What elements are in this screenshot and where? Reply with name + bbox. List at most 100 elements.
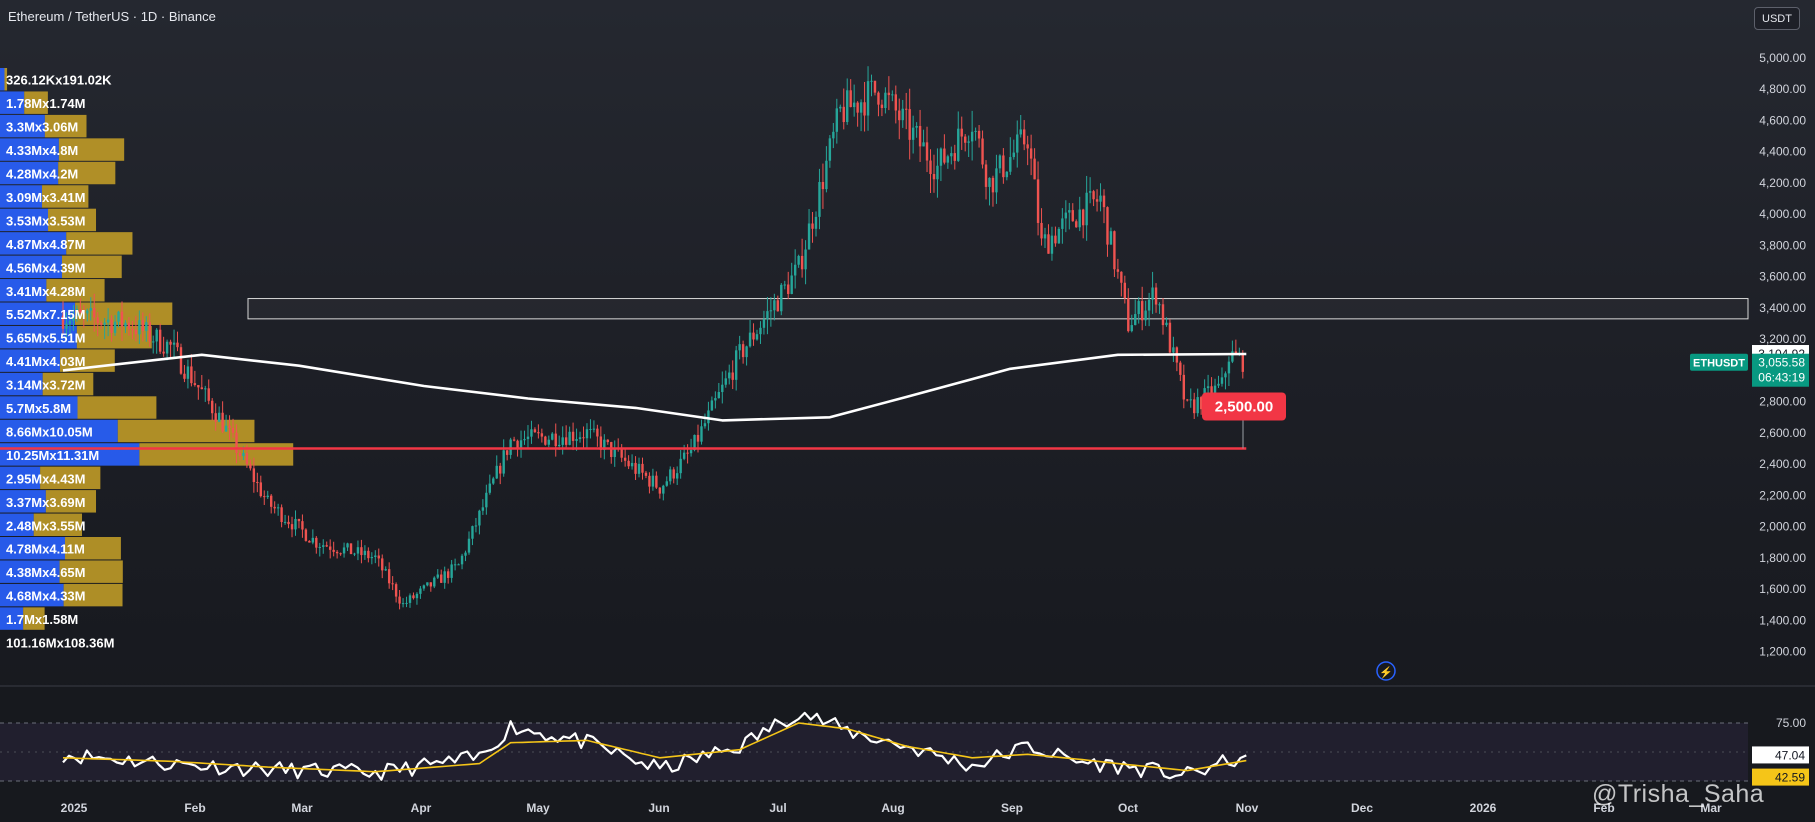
alert-circle [1376, 661, 1396, 681]
price-tick-label: 2,600.00 [1759, 426, 1806, 440]
candle-body [682, 452, 686, 459]
candle-body [1217, 383, 1220, 386]
last-price-label: 3,055.58 [1758, 356, 1805, 370]
candle-body [953, 153, 956, 161]
candle-body [1075, 221, 1078, 228]
candle-body [1012, 152, 1015, 158]
candle-body [75, 309, 79, 316]
candle-body [936, 165, 939, 180]
time-axis-label: 2025 [61, 801, 88, 815]
volume-profile-label: 8.66Mx10.05M [6, 424, 93, 439]
candle-body [467, 538, 471, 553]
volume-profile-sell-bar [23, 607, 45, 630]
candle-body [832, 131, 835, 139]
volume-profile-buy-bar [0, 68, 5, 91]
volume-profile-label: 4.68Mx4.33M [6, 589, 86, 604]
candle-body [1158, 304, 1161, 306]
candle-body [1095, 199, 1099, 202]
candle-body [863, 102, 866, 116]
rsi-value-tag [1752, 746, 1809, 764]
price-tick-label: 1,400.00 [1759, 613, 1806, 627]
candle-body [235, 432, 238, 453]
candle-body [1085, 192, 1088, 226]
symbol-label: ETHUSDT [1693, 358, 1745, 370]
candle-body [141, 320, 145, 331]
candle-body [287, 521, 290, 525]
candle-body [544, 436, 547, 445]
volume-profile-buy-bar [0, 161, 59, 185]
candle-body [221, 412, 224, 432]
candle-body [297, 518, 301, 522]
candle-body [1123, 282, 1127, 299]
time-axis-label: Feb [184, 801, 205, 815]
candle-body [1206, 386, 1210, 389]
time-axis-label: Jun [648, 801, 669, 815]
candle-body [238, 452, 242, 457]
candle-body [374, 555, 377, 557]
candle-body [217, 412, 221, 422]
candle-body [929, 160, 932, 175]
candle-body [620, 449, 623, 458]
currency-badge[interactable]: USDT [1754, 7, 1800, 30]
volume-profile-total: 101.16Mx108.36M [6, 636, 114, 651]
candle-body [249, 464, 252, 469]
rsi-line [62, 711, 1247, 781]
candle-body [884, 92, 887, 109]
candle-body [446, 571, 450, 578]
candle-body [478, 510, 481, 526]
candle-body [89, 308, 92, 311]
candle-body [641, 463, 644, 473]
time-axis-label: Mar [1700, 801, 1722, 815]
candle-body [856, 102, 859, 113]
candle-body [228, 425, 231, 428]
candle-body [339, 553, 342, 555]
candle-body [138, 320, 141, 335]
candle-body [516, 440, 519, 450]
candle-body [707, 410, 710, 424]
candle-body [790, 275, 793, 294]
volume-profile-label: 3.09Mx3.41M [6, 190, 86, 205]
candle-body [696, 434, 700, 442]
candle-body [866, 81, 870, 116]
volume-profile-sell-bar [65, 537, 121, 560]
candle-body [495, 465, 498, 479]
candle-body [530, 429, 533, 437]
volume-profile-sell-bar [42, 372, 94, 396]
time-axis-label: Sep [1001, 801, 1023, 815]
candle-body [780, 284, 783, 312]
volume-profile-buy-bar [0, 91, 25, 114]
candle-body [686, 452, 689, 454]
time-axis-label: Mar [291, 801, 313, 815]
candle-body [537, 432, 540, 434]
candle-body [852, 102, 856, 108]
candle-body [759, 327, 762, 335]
candle-body [748, 332, 752, 347]
candle-body [1113, 231, 1116, 270]
price-tick-label: 1,800.00 [1759, 551, 1806, 565]
candle-body [1019, 129, 1022, 135]
candle-body [797, 255, 800, 265]
candle-body [564, 437, 568, 445]
candle-body [571, 431, 575, 441]
candle-body [558, 444, 561, 447]
candle-body [162, 351, 165, 354]
candle-body [273, 506, 276, 509]
time-axis-label: Apr [411, 801, 432, 815]
candle-body [443, 571, 446, 583]
chart-title[interactable]: Ethereum / TetherUS · 1D · Binance [8, 9, 216, 24]
volume-profile-buy-bar [0, 490, 46, 513]
candle-body [408, 595, 412, 603]
candle-body [905, 108, 908, 110]
candle-body [800, 255, 804, 270]
candle-body [734, 350, 738, 380]
candle-body [672, 469, 675, 479]
price-tick-label: 4,000.00 [1759, 207, 1806, 221]
candle-body [68, 321, 72, 324]
candle-body [165, 341, 169, 354]
candle-body [1147, 299, 1151, 311]
candle-body [245, 452, 249, 465]
candle-body [519, 440, 523, 450]
candle-body [1092, 191, 1095, 200]
